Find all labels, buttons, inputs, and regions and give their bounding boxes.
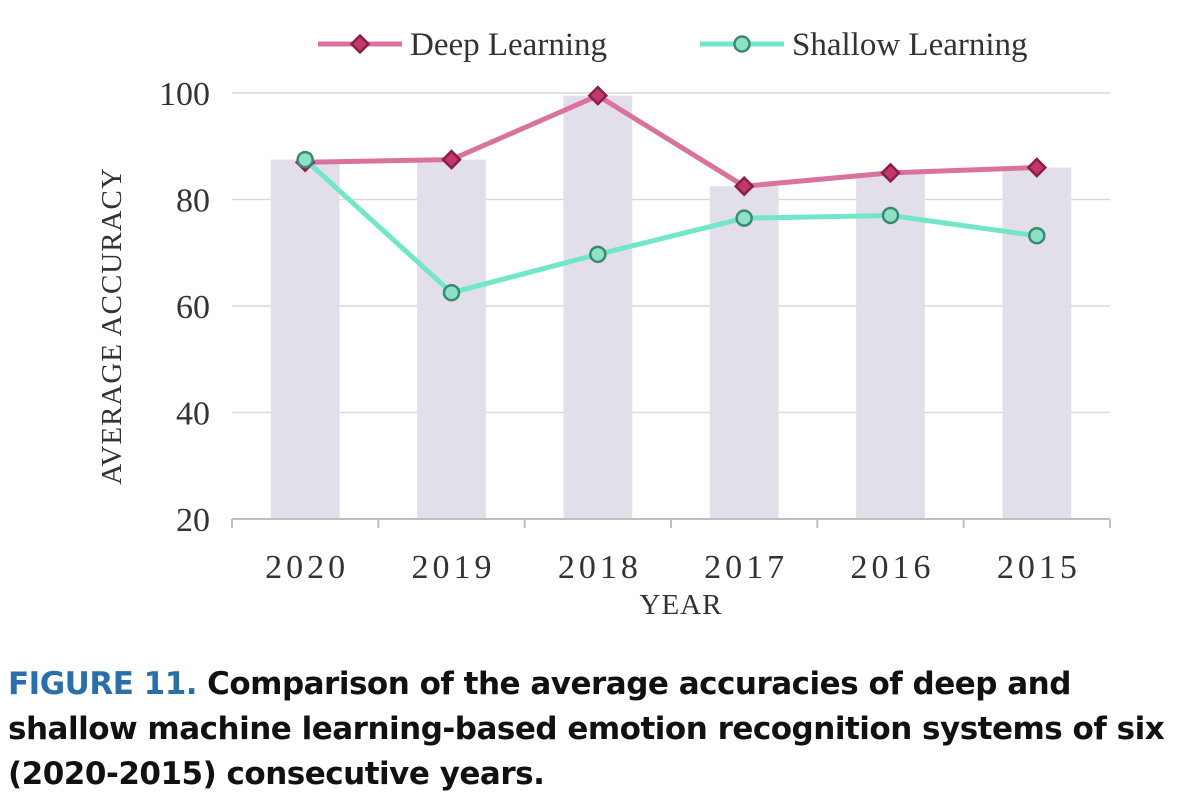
legend: Deep Learning Shallow Learning (318, 27, 1028, 63)
y-axis-label: AVERAGE ACCURACY (96, 167, 128, 485)
point-deep-learning-2017 (733, 175, 755, 197)
legend-marker-circle (733, 35, 751, 53)
x-tick-label: 2017 (704, 549, 788, 586)
chart: 100 80 60 40 20 2020 2019 2018 2017 2016 2015 AVE… (96, 27, 1111, 621)
point-deep-learning-2016 (880, 162, 901, 184)
x-tick-label: 2015 (997, 549, 1081, 586)
series-line-deep-learning (305, 93, 1037, 189)
y-tick-label: 60 (176, 289, 210, 326)
point-shallow-learning-2018 (589, 245, 607, 264)
bar-2018 (563, 95, 633, 519)
x-tick-label: 2019 (412, 549, 496, 586)
legend-item-deep-learning: Deep Learning (318, 27, 607, 63)
legend-label: Shallow Learning (792, 27, 1028, 63)
gridlines (232, 92, 1110, 414)
point-deep-learning-2018 (587, 85, 609, 106)
point-shallow-learning-2017 (735, 209, 753, 227)
point-shallow-learning-2016 (881, 206, 900, 225)
legend-marker-diamond (349, 33, 371, 55)
point-shallow-learning-2020 (296, 150, 314, 169)
point-shallow-learning-2015 (1028, 226, 1046, 245)
bars (270, 95, 1072, 520)
bar-2016 (856, 172, 925, 519)
legend-label: Deep Learning (410, 27, 607, 63)
legend-item-shallow-learning: Shallow Learning (700, 27, 1028, 63)
x-axis-label: YEAR (640, 589, 723, 621)
bar-2017 (709, 186, 779, 519)
point-deep-learning-2019 (441, 149, 462, 170)
y-tick-label: 80 (176, 183, 210, 220)
x-tick-marks (231, 519, 1111, 528)
bar-2015 (1002, 167, 1072, 520)
x-tick-label: 2020 (265, 549, 349, 586)
y-tick-label: 40 (176, 396, 210, 433)
series-lines (303, 93, 1038, 296)
bar-2020 (270, 159, 340, 519)
caption-text: Comparison of the average accuracies of … (8, 666, 1165, 792)
figure-caption: FIGURE 11. Comparison of the average accu… (8, 662, 1188, 797)
x-tick-label: 2016 (851, 549, 935, 586)
y-tick-label: 20 (176, 502, 210, 539)
point-deep-learning-2015 (1026, 157, 1048, 178)
figure-label: FIGURE 11. (8, 666, 198, 702)
point-shallow-learning-2019 (442, 283, 461, 302)
y-tick-label: 100 (159, 76, 210, 113)
x-tick-label: 2018 (558, 549, 642, 586)
series-markers (294, 85, 1048, 302)
x-tick-labels: 2020 2019 2018 2017 2016 2015 (265, 549, 1081, 586)
series-line-shallow-learning (303, 157, 1038, 296)
bar-2019 (417, 159, 486, 519)
y-tick-labels: 100 80 60 40 20 (159, 76, 210, 539)
